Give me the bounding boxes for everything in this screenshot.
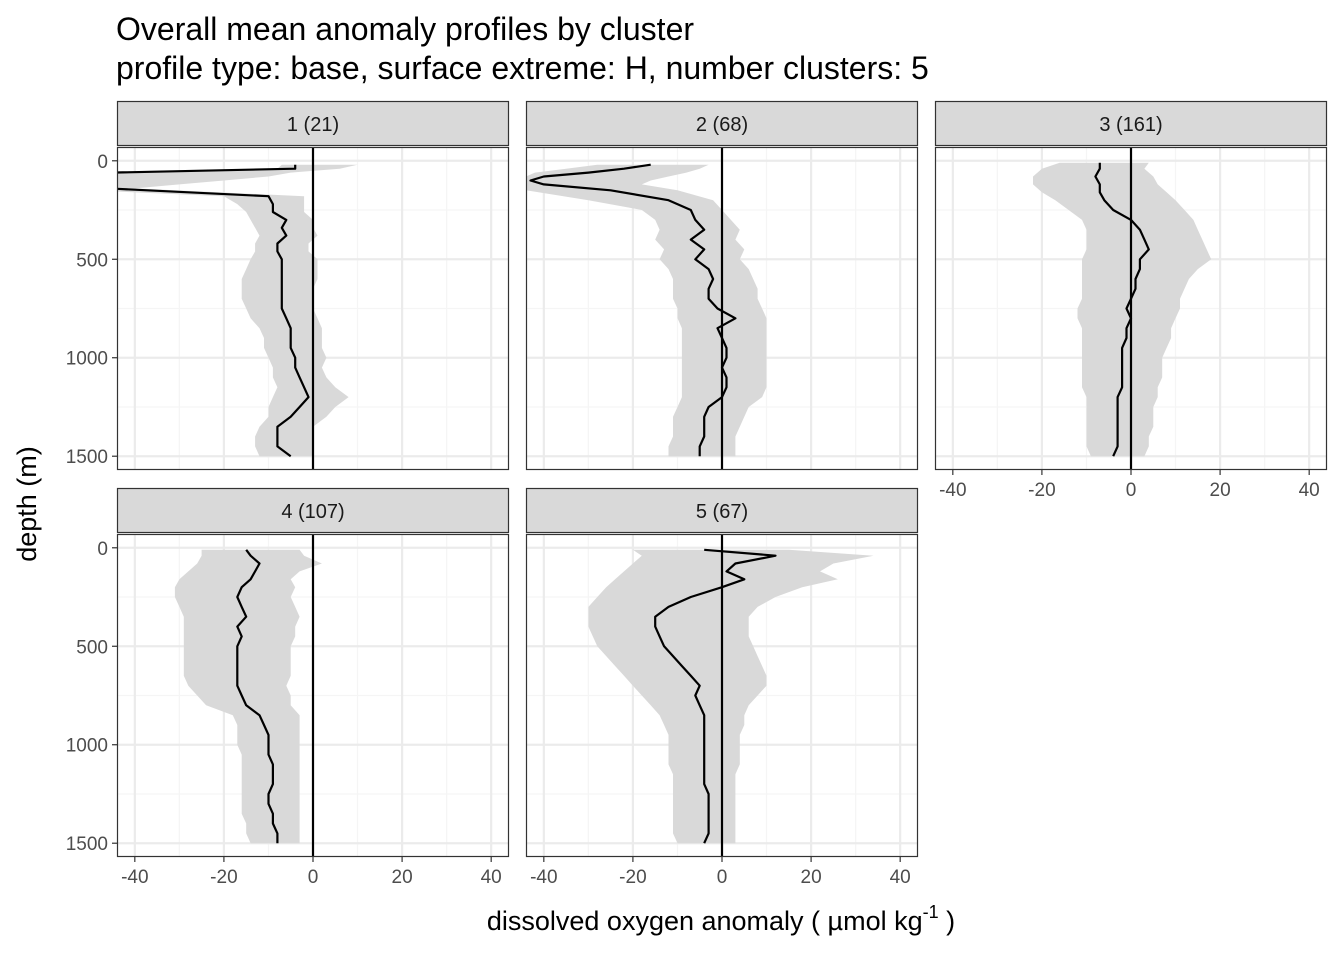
- anomaly-ribbon: [174, 549, 322, 844]
- chart-title: Overall mean anomaly profiles by cluster: [116, 11, 694, 47]
- panel-data: [174, 534, 322, 857]
- anomaly-ribbon: [526, 164, 767, 457]
- y-tick-label: 1000: [66, 736, 108, 757]
- panel-data: [1033, 147, 1212, 470]
- facet-strip: [116, 100, 510, 147]
- facet-strip-label: 4 (107): [281, 501, 344, 523]
- y-tick-label: 1000: [66, 349, 108, 370]
- facet-strip-label: 2 (68): [696, 114, 748, 136]
- anomaly-ribbon: [1033, 162, 1212, 457]
- facet-strip-label: 3 (161): [1099, 114, 1162, 136]
- y-tick-label: 0: [97, 539, 108, 560]
- x-tick-label: -40: [121, 867, 148, 888]
- mean-profile-line: [236, 549, 279, 844]
- y-tick-label: 0: [97, 152, 108, 173]
- x-tick-label: 40: [481, 867, 502, 888]
- panel-border: [934, 146, 1328, 471]
- panel-cluster-4: 4 (107) 0 500 1000 1500 -40 -20 0 20 40: [66, 487, 510, 888]
- panel-cluster-1: 1 (21) 0 500 1000 1500: [66, 100, 510, 471]
- x-tick-label: -40: [939, 480, 966, 501]
- x-tick-label: 0: [1126, 480, 1137, 501]
- facet-strip: [116, 487, 510, 534]
- x-tick-label: 0: [308, 867, 319, 888]
- x-tick-label: 20: [801, 867, 822, 888]
- y-tick-label: 500: [76, 250, 108, 271]
- y-tick-label: 500: [76, 637, 108, 658]
- panel-cluster-3: 3 (161) -40 -20 0 20 40: [934, 100, 1328, 501]
- x-axis-title: dissolved oxygen anomaly ( µmol kg-1 ): [487, 902, 955, 936]
- facet-strip: [525, 487, 919, 534]
- facet-strip-label: 5 (67): [696, 501, 748, 523]
- y-axis-title: depth (m): [12, 446, 42, 562]
- panel-cluster-2: 2 (68): [525, 100, 919, 471]
- x-axis-title-end: ): [939, 906, 956, 936]
- x-tick-label: -40: [530, 867, 557, 888]
- panel-cluster-5: 5 (67) -40 -20 0 20 40: [525, 487, 919, 888]
- x-tick-label: 0: [717, 867, 728, 888]
- x-axis-title-superscript: -1: [923, 902, 939, 922]
- x-tick-label: -20: [619, 867, 646, 888]
- facet-strip: [934, 100, 1328, 147]
- panel-data: [588, 534, 874, 857]
- mean-profile-line: [117, 164, 310, 458]
- x-tick-label: 40: [890, 867, 911, 888]
- mean-profile-line: [654, 548, 777, 844]
- x-tick-label: 40: [1299, 480, 1320, 501]
- anomaly-ribbon: [117, 164, 358, 457]
- facet-strip-label: 1 (21): [287, 114, 339, 136]
- x-tick-label: 20: [1210, 480, 1231, 501]
- panel-border: [116, 533, 510, 858]
- y-tick-label: 1500: [66, 834, 108, 855]
- anomaly-ribbon: [588, 549, 874, 844]
- mean-profile-line: [1094, 162, 1150, 457]
- panel-border: [116, 146, 510, 471]
- y-tick-label: 1500: [66, 447, 108, 468]
- x-tick-label: -20: [210, 867, 237, 888]
- facet-panels: 1 (21) 0 500 1000 1500 2 (68) 3 (161) -40 -20 0 20…: [66, 100, 1328, 888]
- x-tick-label: -20: [1028, 480, 1055, 501]
- panel-border: [525, 146, 919, 471]
- x-tick-label: 20: [392, 867, 413, 888]
- panel-data: [526, 147, 767, 470]
- panel-data: [117, 147, 358, 470]
- facet-strip: [525, 100, 919, 147]
- x-axis-title-main: dissolved oxygen anomaly ( µmol kg: [487, 906, 923, 936]
- chart-subtitle: profile type: base, surface extreme: H, …: [116, 50, 929, 86]
- mean-profile-line: [529, 163, 737, 457]
- panel-border: [525, 533, 919, 858]
